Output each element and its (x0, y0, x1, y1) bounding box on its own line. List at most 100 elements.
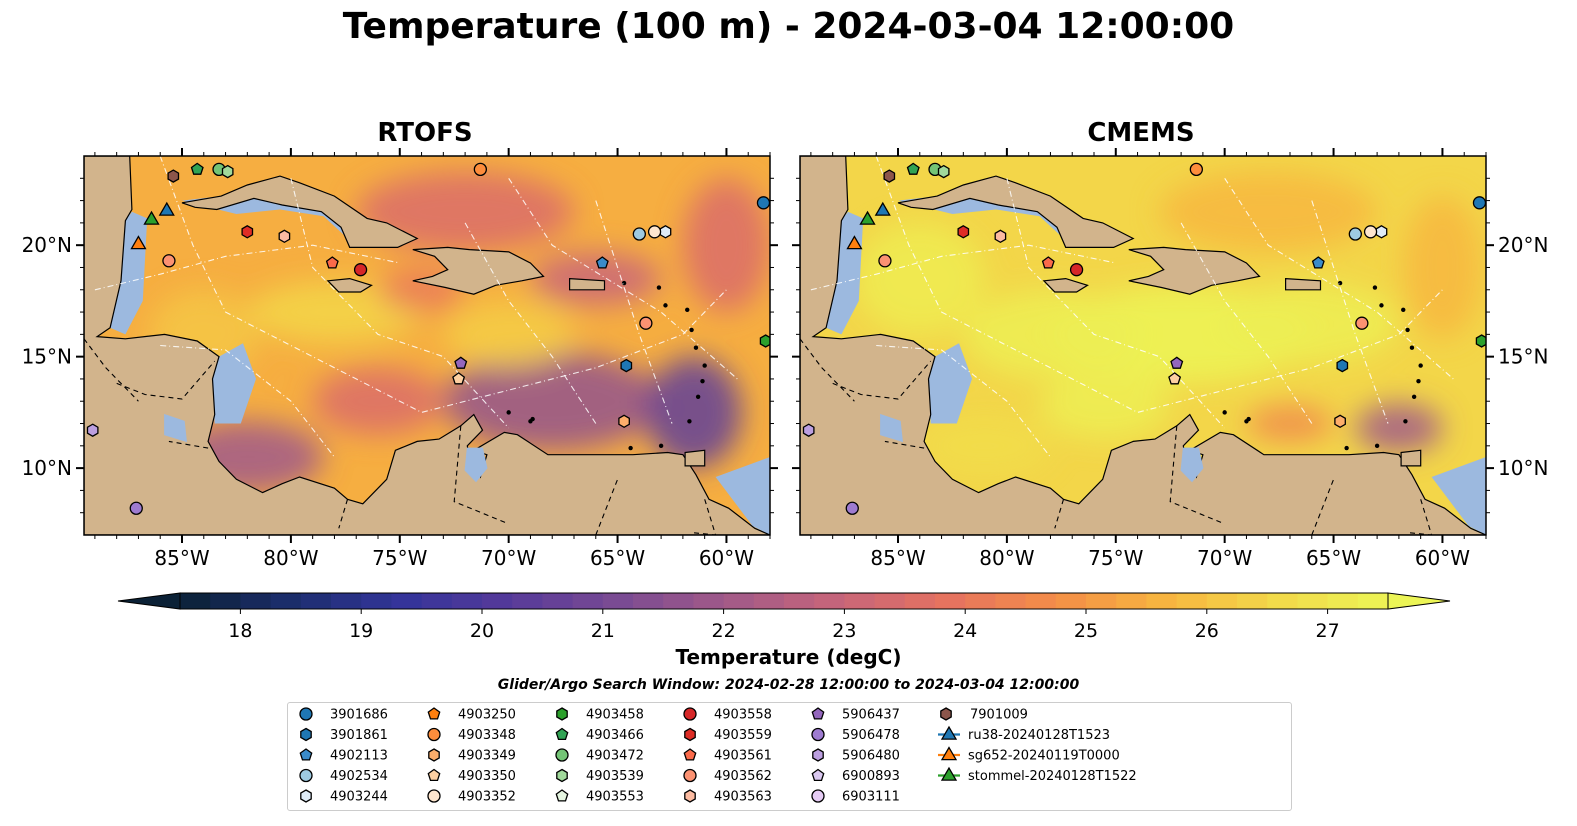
legend-marker (299, 748, 313, 761)
landmass (412, 246, 545, 295)
obs-marker-4903562 (639, 316, 653, 330)
eez-boundary (94, 244, 400, 291)
legend-label: 4903349 (458, 749, 516, 764)
legend-marker (811, 789, 825, 803)
island (687, 419, 692, 424)
colorbar-tick-label: 18 (228, 620, 252, 642)
obs-marker-5906478 (845, 501, 859, 515)
lon-tick-label: 80°W (979, 546, 1034, 570)
landmass (897, 175, 1135, 248)
legend-entry: ru38-20240128T1523 (938, 725, 1110, 743)
legend-entry: 7901009 (940, 707, 1028, 723)
obs-marker-4903562-b (162, 254, 176, 268)
legend-marker (427, 707, 441, 720)
legend-entry: 6900893 (811, 768, 900, 784)
panel-title-rtofs: RTOFS (377, 118, 473, 148)
colorbar-segment (1267, 593, 1298, 609)
country-border (884, 440, 925, 449)
island (1418, 363, 1423, 368)
obs-marker-4903349 (618, 414, 630, 429)
eez-boundary (159, 156, 727, 413)
colorbar-segment (633, 593, 664, 609)
colorbar-tick-label: 19 (349, 620, 373, 642)
obs-marker-7901009 (167, 169, 180, 183)
figure-title: Temperature (100 m) - 2024-03-04 12:00:0… (342, 6, 1235, 47)
legend-marker (428, 748, 440, 762)
colorbar-segment (361, 593, 392, 609)
obs-marker-4903561 (1041, 256, 1055, 269)
legend-marker (300, 727, 312, 742)
legend-marker (299, 768, 313, 783)
obs-marker-4903350 (452, 372, 466, 385)
landmass (1284, 277, 1322, 291)
country-border (116, 360, 216, 400)
obs-marker-4903466 (190, 162, 204, 175)
legend-entry: 4903559 (684, 727, 772, 743)
obs-marker-4902113 (595, 256, 609, 269)
island (693, 345, 699, 350)
colorbar-tick-label: 20 (470, 620, 494, 642)
legend-marker (811, 768, 825, 782)
colorbar-segment (210, 593, 241, 609)
obs-marker-5906478 (129, 501, 143, 515)
obs-marker-3901686 (756, 196, 770, 210)
island (663, 303, 668, 308)
island (506, 410, 511, 415)
obs-marker-4903558 (353, 263, 368, 277)
legend-marker (940, 725, 958, 740)
colorbar-segment (1116, 593, 1147, 609)
obs-marker-ru38-20240128T1523 (874, 201, 891, 216)
legend-marker (811, 707, 825, 720)
obs-marker-4903558 (1069, 263, 1084, 277)
legend-label: 4903250 (458, 708, 516, 723)
colorbar-segment (421, 593, 453, 609)
colorbar-tick-label: 23 (832, 620, 856, 642)
eez-boundary (595, 200, 673, 424)
colorbar-segment (874, 593, 906, 609)
colorbar-segment (753, 593, 785, 609)
legend-label: ru38-20240128T1523 (968, 728, 1110, 743)
eez-boundary (1311, 200, 1389, 424)
colorbar-tick-label: 25 (1074, 620, 1098, 642)
country-border (1409, 499, 1433, 535)
legend-label: 4903561 (714, 749, 772, 764)
map-panel-cmems: 85°W 80°W 75°W 70°W 65°W 60°W 10°N 15°N 20°N (792, 148, 1548, 570)
island (1374, 443, 1380, 449)
legend-label: 4903466 (586, 728, 644, 743)
legend-entry: 4903563 (684, 789, 772, 805)
eez-boundary (810, 244, 1116, 291)
legend-entry: 4903350 (427, 768, 516, 784)
colorbar-segment (965, 593, 996, 609)
legend-label: 4903563 (714, 790, 772, 805)
eez-boundary (1224, 178, 1454, 380)
legend-entry: 5906478 (811, 727, 900, 743)
lake (880, 413, 903, 443)
colorbar-segment (723, 593, 755, 609)
obs-marker-4903559 (957, 225, 970, 239)
country-border (84, 338, 139, 402)
legend-marker (940, 746, 958, 761)
obs-marker-7901009 (883, 169, 896, 183)
obs-marker-4903539 (221, 164, 234, 179)
colorbar-segment (391, 593, 423, 609)
island (528, 419, 533, 424)
legend-label: 4903559 (714, 728, 772, 743)
landmass (181, 175, 419, 248)
legend-entry: 4903553 (555, 789, 644, 805)
colorbar-segment (300, 593, 332, 609)
colorbar-segment (542, 593, 574, 609)
colorbar-tick-label: 24 (953, 620, 977, 642)
eez-boundary (1006, 178, 1226, 429)
legend-marker (555, 727, 569, 741)
colorbar-segment (180, 593, 211, 609)
landmass (568, 277, 606, 291)
colorbar-segment (240, 593, 272, 609)
map-frame (83, 155, 771, 536)
island (1403, 419, 1408, 424)
colorbar-segment (1055, 593, 1087, 609)
shelf-region (212, 343, 256, 424)
island (685, 307, 690, 313)
colorbar-segment (1025, 593, 1057, 609)
lon-tick-label: 80°W (263, 546, 318, 570)
legend-label: 4903348 (458, 728, 516, 743)
